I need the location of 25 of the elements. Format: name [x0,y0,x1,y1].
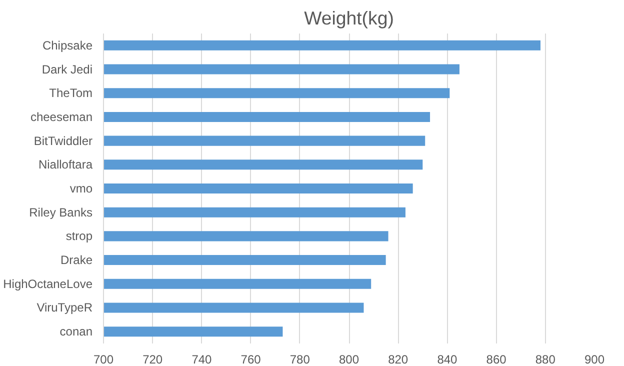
x-tick-label: 740 [192,352,212,366]
x-tick-label: 780 [290,352,310,366]
y-tick-label: TheTom [49,86,93,100]
y-tick-label: Drake [60,253,93,268]
y-tick-label: Chipsake [42,38,93,52]
x-tick-label: 800 [338,352,360,366]
y-tick-label: strop [66,229,93,244]
y-tick-label: HighOctaneLove [3,276,93,291]
x-tick-label: 760 [240,352,262,366]
y-tick-label: Dark Jedi [42,62,93,76]
x-tick-label: 700 [93,352,114,366]
x-tick-label: 820 [388,352,408,366]
x-tick-label: 840 [437,352,458,366]
y-tick-label: vmo [70,182,93,196]
y-tick-label: conan [60,324,93,339]
y-tick-label: Riley Banks [29,205,92,220]
y-tick-label: ViruTypeR [36,300,93,315]
y-tick-label: Nialloftara [38,158,93,172]
x-tick-label: 900 [584,352,605,366]
x-tick-label: 720 [142,352,163,366]
chart-title: Weight(kg) [304,8,394,28]
x-tick-label: 880 [535,352,556,366]
x-tick-label: 860 [486,352,507,366]
y-tick-label: cheeseman [30,110,93,124]
y-tick-label: BitTwiddler [34,134,93,148]
